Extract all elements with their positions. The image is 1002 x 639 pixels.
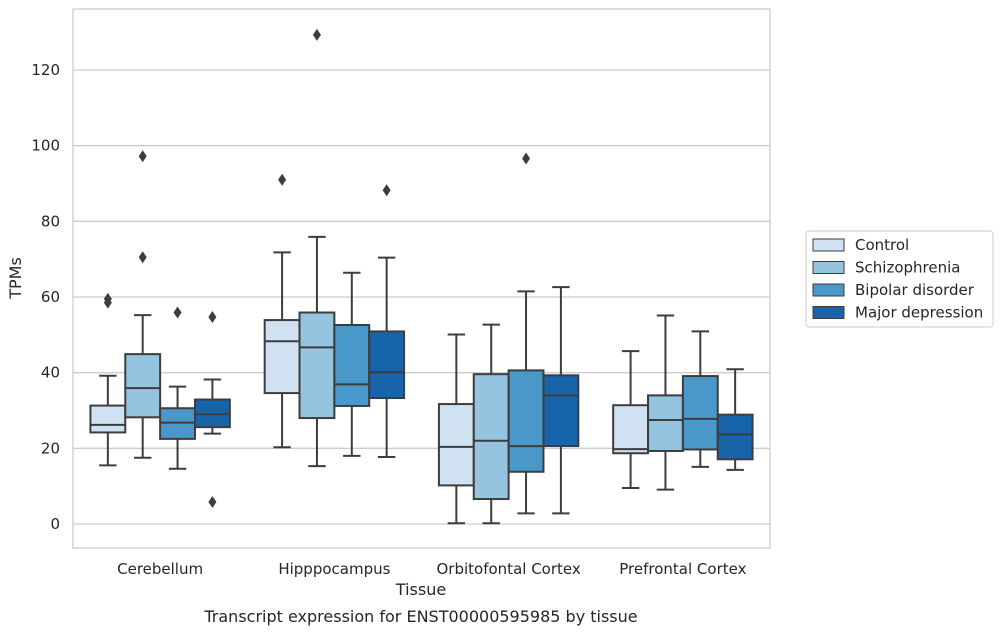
box-iqr [89,404,127,434]
outlier-point [173,306,182,319]
box-iqr [298,311,336,420]
box [298,28,336,468]
outlier-point [103,292,112,305]
legend-swatch [812,261,845,274]
box-iqr [716,413,754,461]
box-iqr [124,353,162,419]
legend-swatch [812,306,845,319]
y-tick-label: 0 [50,515,60,533]
outlier-point [138,150,147,163]
legend-items: Control Schizophrenia Bipolar disorder Majo… [812,236,983,322]
box [89,292,127,467]
box [716,368,754,471]
box [263,173,301,449]
box [368,184,406,459]
box-iqr [333,323,371,407]
box-iqr [542,374,580,448]
box [612,350,650,490]
y-tick-label: 20 [41,439,60,457]
box-iqr [263,319,301,395]
outlier-point [138,251,147,264]
outlier-point [278,173,287,186]
legend: Control Schizophrenia Bipolar disorder Majo… [805,230,994,328]
box-iqr [368,330,406,400]
outlier-point [382,184,391,197]
x-tick-label: Cerebellum [117,560,203,578]
chart-caption: Transcript expression for ENST0000059598… [203,607,637,626]
box-layer [89,28,754,525]
y-axis-label: TPMs [6,257,25,300]
y-tick-label: 40 [41,364,60,382]
x-tick-label: Prefrontal Cortex [619,560,746,578]
box-iqr [612,404,650,455]
legend-label: Bipolar disorder [855,281,975,299]
x-tick-label: Orbitofontal Cortex [437,560,581,578]
box [507,152,545,515]
grid-layer [73,69,770,525]
box-iqr [681,375,719,451]
legend-swatch [812,238,845,252]
y-tick-label: 120 [31,61,60,79]
outlier-point [208,496,217,509]
y-tick-label: 100 [31,137,60,155]
x-axis-label: Tissue [395,580,446,599]
box [437,333,475,525]
y-tick-label: 60 [41,288,60,306]
outlier-point [208,311,217,324]
box-iqr [647,394,684,452]
legend-label: Schizophrenia [855,259,960,277]
y-tick-labels: 0 20 40 60 80 100 120 [31,61,60,533]
y-tick-label: 80 [41,212,60,230]
x-tick-label: Hipppocampus [278,560,390,578]
box-iqr [507,369,545,473]
box [472,323,510,525]
outlier-point [522,152,531,165]
legend-label: Major depression [855,304,983,322]
box [681,330,719,468]
outlier-point [312,28,321,41]
legend-label: Control [855,236,909,254]
box [159,306,196,470]
box [124,150,162,459]
box [193,311,231,509]
box [333,271,371,457]
plot-frame [72,8,771,549]
x-tick-labels: Cerebellum Hipppocampus Orbitofontal Corte… [117,560,746,578]
legend-frame [805,230,994,328]
legend-swatch [812,283,845,297]
box-iqr [437,403,475,487]
box-iqr [472,373,510,501]
box [542,286,580,515]
box [647,314,684,491]
